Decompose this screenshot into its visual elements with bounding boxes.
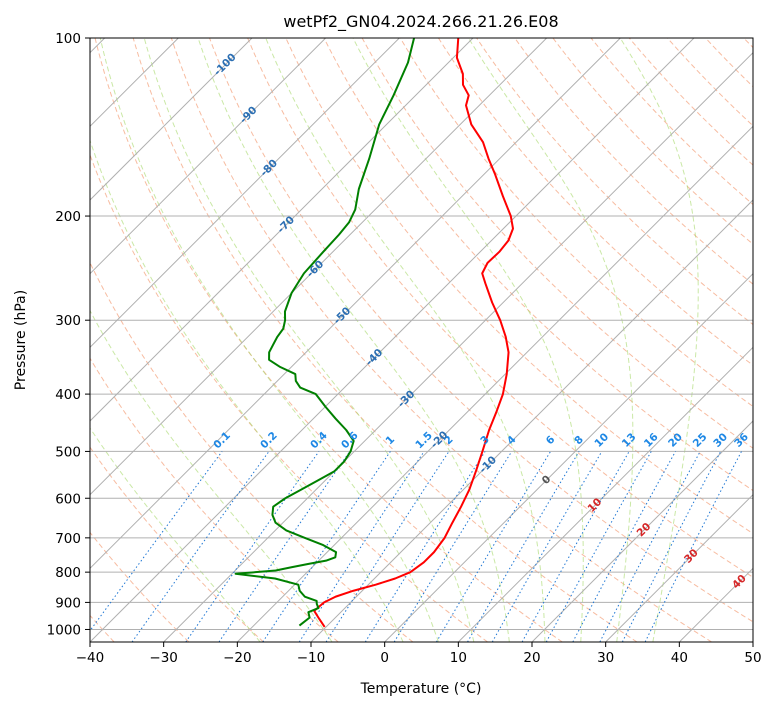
y-tick-label: 300 (55, 313, 81, 329)
y-tick-label: 900 (55, 595, 81, 611)
y-tick-label: 400 (55, 387, 81, 403)
dry-adiabat-line (90, 446, 264, 642)
temperature-profile-line (313, 38, 514, 628)
mixing-ratio-line (325, 451, 450, 642)
mixing-ratio-line (521, 451, 630, 642)
x-tick-label: −40 (76, 650, 105, 666)
moist-adiabat-line (352, 38, 584, 642)
isotherm-line (90, 38, 548, 496)
mixing-ratio-line (90, 451, 223, 632)
dry-adiabat-line (90, 357, 339, 642)
dry-adiabat-line (209, 38, 753, 623)
x-tick-label: 40 (671, 650, 688, 666)
mixing-ratio-line (545, 451, 652, 642)
isotherm-line (384, 272, 753, 642)
y-tick-label: 100 (55, 31, 81, 47)
x-tick-label: −10 (297, 650, 326, 666)
dewpoint-profile-line (234, 38, 416, 627)
moist-adiabat-line (90, 138, 404, 642)
moist-adiabat-line (143, 38, 475, 642)
mixing-ratio-line (644, 451, 742, 642)
moist-adiabat-line (90, 309, 333, 642)
dry-adiabat-line (438, 38, 753, 366)
dry-adiabat-line (323, 38, 753, 492)
moist-adiabat-line (197, 38, 510, 642)
dry-adiabat-line (170, 38, 712, 642)
mixing-ratio-line (393, 451, 513, 642)
dry-adiabat-line (90, 531, 190, 642)
isotherm-line (236, 125, 753, 642)
x-tick-label: 20 (523, 650, 540, 666)
isotherm-line (605, 493, 753, 642)
dry-adiabat-line (132, 38, 638, 642)
isotherm-line (531, 420, 753, 642)
dry-adiabat-line (399, 38, 753, 408)
isotherm-line (90, 38, 695, 642)
mixing-ratio-line (298, 451, 425, 642)
dry-adiabat-line (514, 38, 753, 285)
dry-adiabat-line (90, 153, 488, 642)
dry-adiabat-line (247, 38, 753, 578)
moist-adiabat-line (265, 38, 546, 642)
x-tick-label: 50 (744, 650, 761, 666)
x-tick-label: 0 (380, 650, 389, 666)
y-tick-label: 800 (55, 565, 81, 581)
plot-background (90, 38, 753, 642)
isotherm-line (90, 38, 400, 349)
mixing-ratio-line (262, 451, 391, 642)
isotherm-line (457, 346, 753, 642)
axes-layer: −40 −30 −20 −10 0 10 20 30 40 50 100 200 300 400 500 60… (47, 31, 762, 666)
x-tick-label: −30 (149, 650, 178, 666)
isotherm-line (90, 38, 327, 275)
mixing-ratio-line (572, 451, 676, 642)
isotherm-line (310, 199, 753, 642)
y-tick-label: 600 (55, 491, 81, 507)
mixing-ratio-line (218, 451, 351, 642)
moist-adiabat-line (619, 38, 699, 642)
chart-title: wetPf2_GN04.2024.266.21.26.E08 (283, 12, 558, 32)
y-tick-label: 500 (55, 444, 81, 460)
moist-adiabat-line (99, 38, 439, 642)
isotherm-line (90, 38, 474, 422)
x-tick-label: 10 (450, 650, 467, 666)
mixing-ratio-line (621, 451, 722, 642)
y-tick-label: 1000 (47, 622, 81, 638)
moist-adiabat-line (90, 427, 261, 642)
isotherm-line (90, 38, 621, 570)
isotherm-line (752, 641, 753, 642)
isotherm-line (90, 38, 253, 201)
profile-layer (234, 38, 514, 628)
x-axis-label: Temperature (°C) (360, 681, 482, 697)
plot-frame (89, 37, 754, 643)
isotherm-line (163, 51, 753, 642)
x-tick-label: −20 (223, 650, 252, 666)
y-tick-label: 200 (55, 209, 81, 225)
mixing-ratio-line (185, 451, 320, 642)
y-tick-label: 700 (55, 531, 81, 547)
x-tick-label: 30 (597, 650, 614, 666)
dry-adiabat-line (94, 38, 563, 642)
mixing-ratio-line (131, 451, 270, 642)
y-axis-label: Pressure (hPa) (13, 290, 29, 390)
grid-layer (90, 38, 753, 642)
